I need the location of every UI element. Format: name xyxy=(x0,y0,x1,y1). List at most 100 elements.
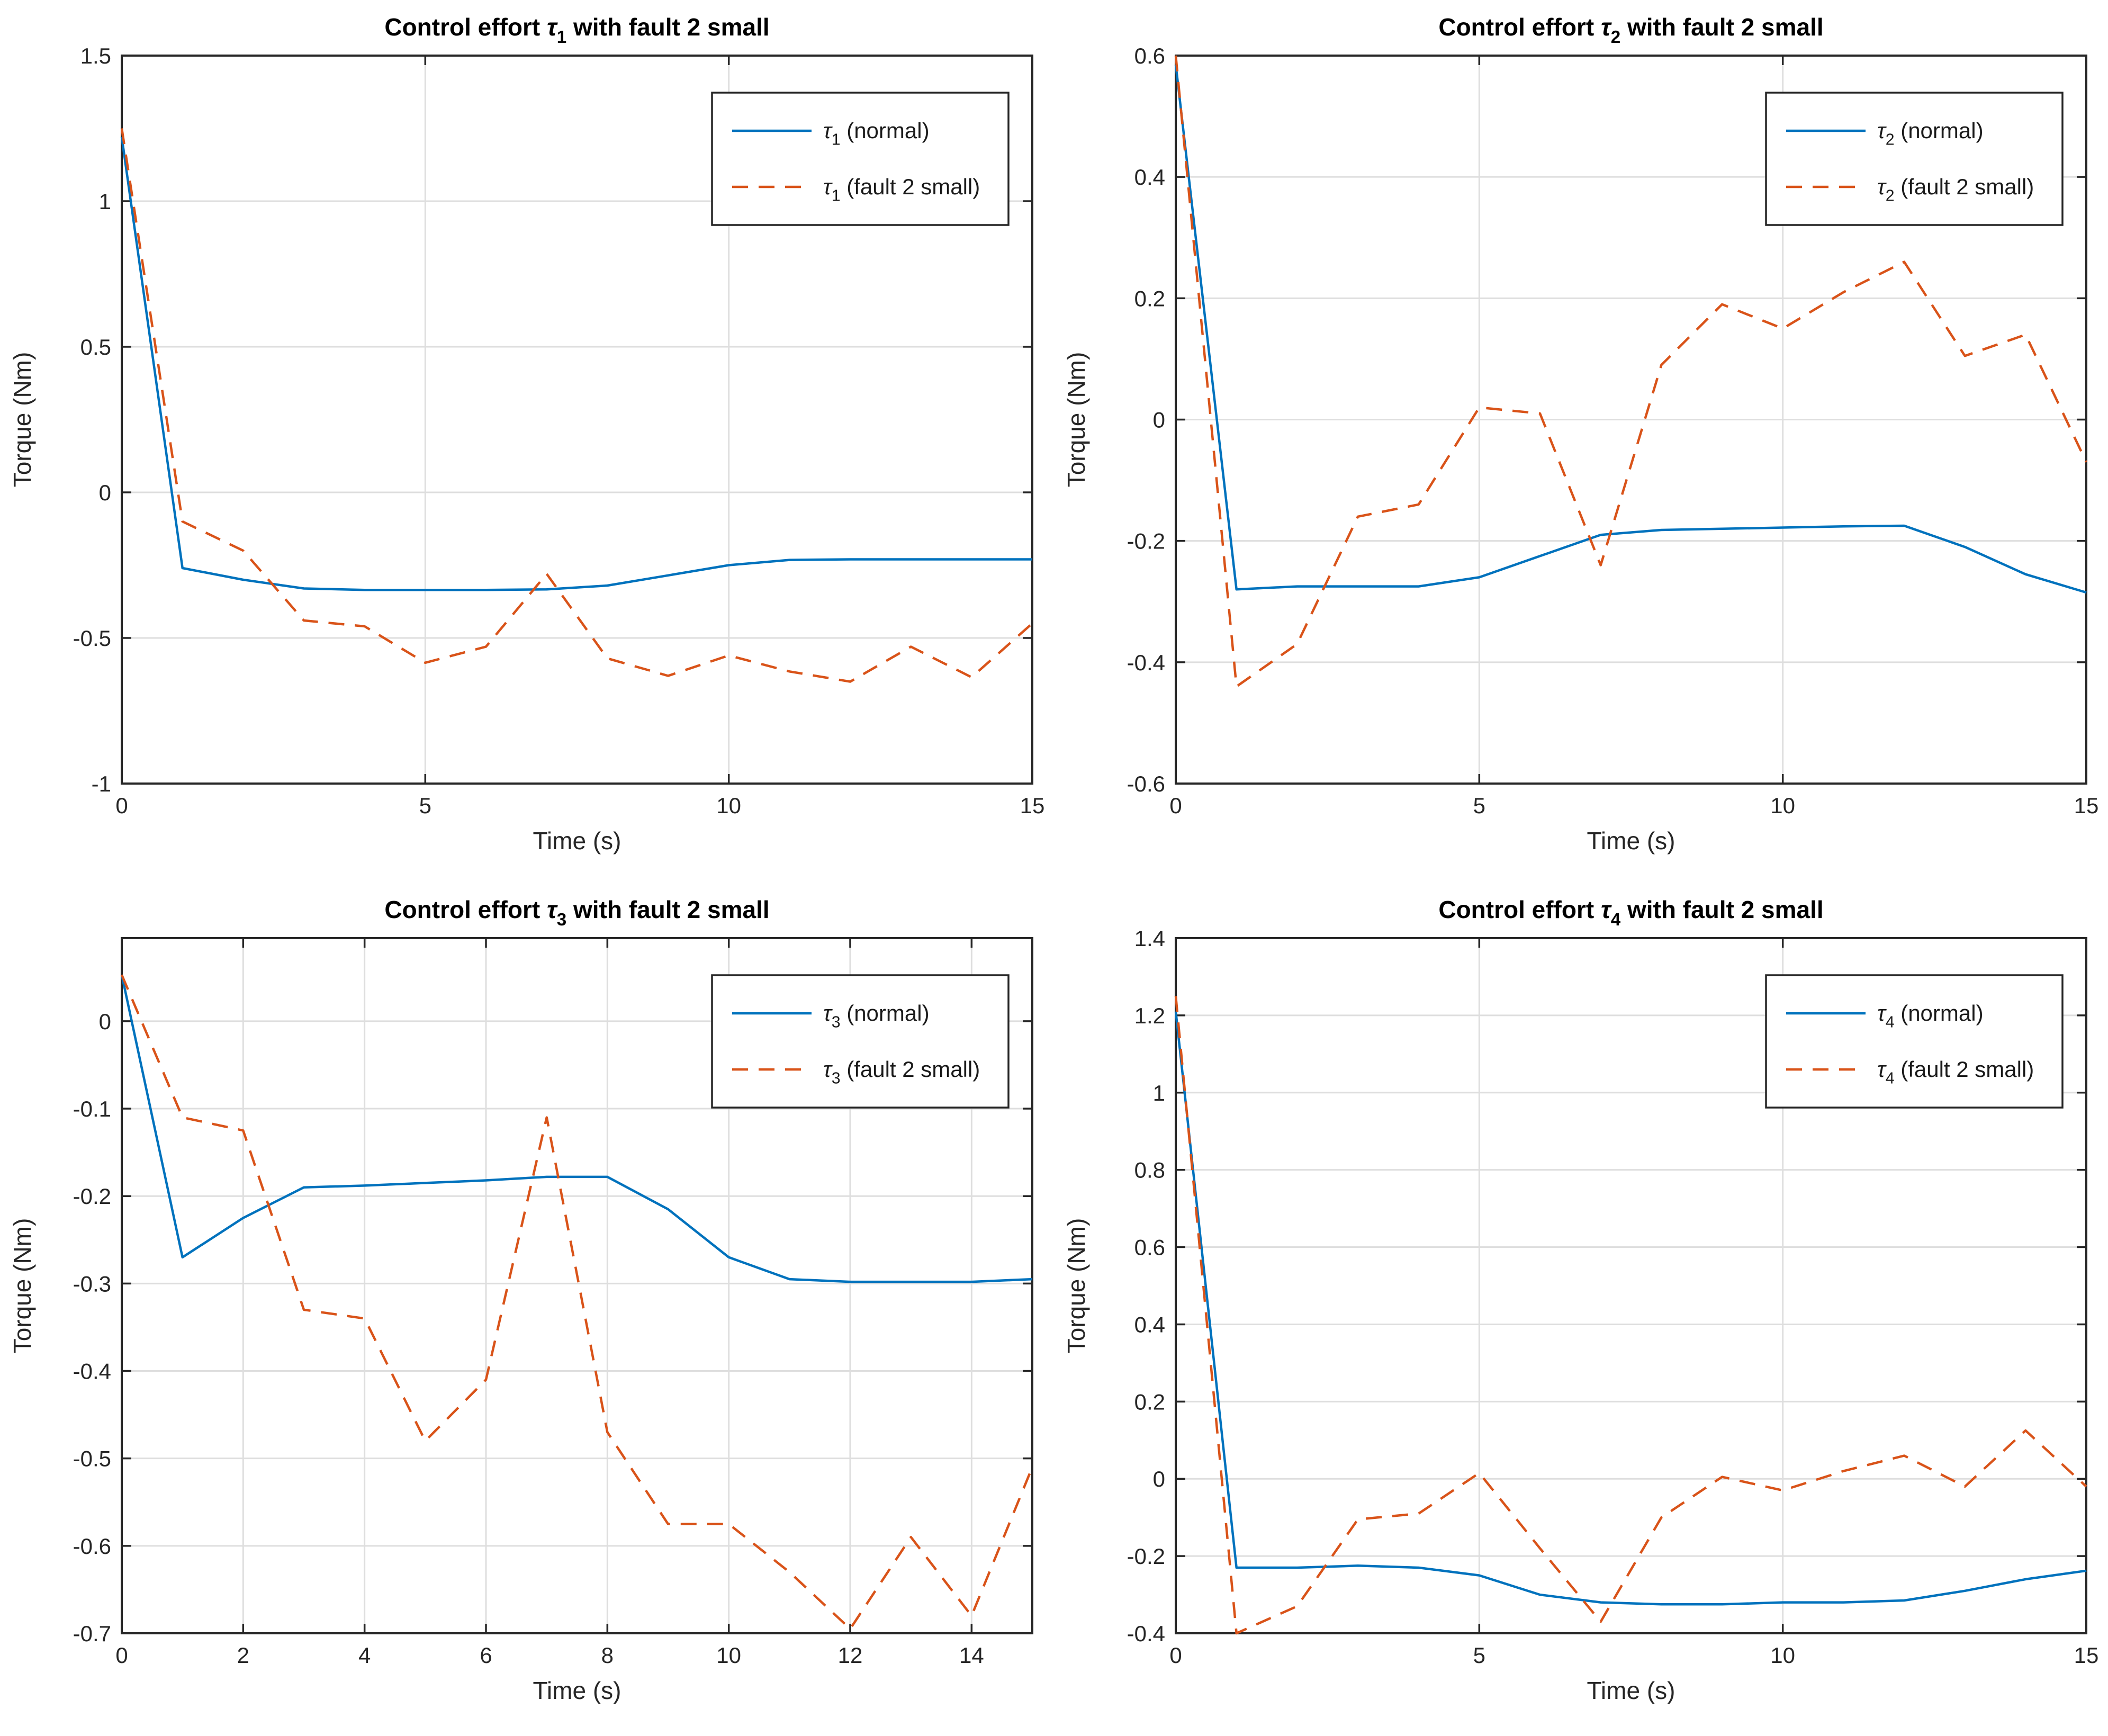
series-line-fault xyxy=(1174,55,2088,688)
svg-text:0.2: 0.2 xyxy=(1134,286,1165,311)
series-line-normal xyxy=(1174,64,2087,594)
svg-text:-0.1: -0.1 xyxy=(73,1096,111,1121)
svg-text:0: 0 xyxy=(1153,408,1165,433)
legend-entry-label: τ2 (fault 2 small) xyxy=(1877,174,2034,205)
series-line-normal xyxy=(120,974,1033,1283)
y-axis-label: Torque (Nm) xyxy=(1062,352,1090,488)
chart-title: Control effort τ4 with fault 2 small xyxy=(1438,896,1823,930)
svg-text:10: 10 xyxy=(716,1643,741,1668)
svg-text:-0.3: -0.3 xyxy=(73,1271,111,1296)
x-axis-label: Time (s) xyxy=(533,1677,621,1704)
legend: τ4 (normal) τ4 (fault 2 small) xyxy=(1765,974,2064,1109)
subplot-tau1: 0 5 10 15 -1 -0.5 0 0.5 1 1.5 Control effort τ1 wi… xyxy=(0,0,1054,868)
svg-text:10: 10 xyxy=(716,793,741,818)
svg-text:-0.5: -0.5 xyxy=(73,1446,111,1471)
legend-box xyxy=(711,92,1010,226)
svg-text:-1: -1 xyxy=(92,771,111,796)
legend-entry-label: τ3 (fault 2 small) xyxy=(823,1057,980,1087)
subplot-tau3: 0 2 4 6 8 10 12 14 -0.7 -0.6 -0.5 -0.4 -0.3 -0.2 -0.1 0… xyxy=(0,868,1054,1736)
y-axis-label: Torque (Nm) xyxy=(8,1218,36,1354)
svg-text:0.2: 0.2 xyxy=(1134,1389,1165,1414)
x-tick-labels: 0 2 4 6 8 10 12 14 xyxy=(115,1643,984,1668)
svg-text:12: 12 xyxy=(838,1643,863,1668)
x-axis-label: Time (s) xyxy=(1587,1677,1675,1704)
svg-text:10: 10 xyxy=(1770,1643,1795,1668)
series-line-fault xyxy=(1174,996,2087,1635)
svg-text:0: 0 xyxy=(115,1643,128,1668)
legend-entry-label: τ3 (normal) xyxy=(823,1001,930,1031)
series-line-fault xyxy=(120,974,1034,1630)
series-line-normal xyxy=(1174,1011,2087,1606)
tick-marks xyxy=(121,55,1033,785)
svg-text:0.6: 0.6 xyxy=(1134,43,1165,68)
legend-box xyxy=(1765,974,2064,1109)
svg-text:1.2: 1.2 xyxy=(1134,1003,1165,1028)
svg-text:-0.4: -0.4 xyxy=(1127,650,1165,675)
legend-entry-label: τ1 (normal) xyxy=(823,118,930,149)
legend-entry-label: τ4 (fault 2 small) xyxy=(1877,1057,2034,1087)
svg-text:-0.4: -0.4 xyxy=(73,1359,111,1384)
svg-text:14: 14 xyxy=(959,1643,984,1668)
legend-entry-label: τ2 (normal) xyxy=(1877,118,1984,149)
legend: τ2 (normal) τ2 (fault 2 small) xyxy=(1765,92,2064,226)
y-axis-label: Torque (Nm) xyxy=(1062,1218,1090,1354)
svg-text:-0.7: -0.7 xyxy=(73,1621,111,1646)
x-axis-label: Time (s) xyxy=(533,827,621,854)
svg-text:0: 0 xyxy=(1153,1467,1165,1491)
svg-text:-0.4: -0.4 xyxy=(1127,1621,1165,1646)
chart-canvas-tau2: 0 5 10 15 -0.6 -0.4 -0.2 0 0.2 0.4 0.6 Control effo… xyxy=(1062,13,2099,854)
svg-text:1.5: 1.5 xyxy=(80,43,111,68)
x-tick-labels: 0 5 10 15 xyxy=(1169,1643,2098,1668)
x-axis-label: Time (s) xyxy=(1587,827,1675,854)
svg-text:10: 10 xyxy=(1770,793,1795,818)
tick-marks xyxy=(1175,937,2087,1634)
svg-text:0.4: 0.4 xyxy=(1134,1312,1165,1337)
svg-text:0.6: 0.6 xyxy=(1134,1235,1165,1260)
svg-text:0: 0 xyxy=(1169,793,1182,818)
chart-canvas-tau1: 0 5 10 15 -1 -0.5 0 0.5 1 1.5 Control effort τ1 wi… xyxy=(8,13,1044,854)
svg-text:6: 6 xyxy=(480,1643,492,1668)
y-tick-labels: -0.6 -0.4 -0.2 0 0.2 0.4 0.6 xyxy=(1127,43,1165,796)
svg-text:-0.2: -0.2 xyxy=(73,1184,111,1209)
svg-text:15: 15 xyxy=(2074,1643,2099,1668)
svg-text:-0.2: -0.2 xyxy=(1127,529,1165,554)
y-tick-labels: -1 -0.5 0 0.5 1 1.5 xyxy=(73,43,111,796)
svg-text:0.5: 0.5 xyxy=(80,335,111,359)
svg-text:1: 1 xyxy=(1153,1081,1165,1105)
svg-text:0: 0 xyxy=(115,793,128,818)
svg-text:15: 15 xyxy=(1020,793,1045,818)
svg-text:15: 15 xyxy=(2074,793,2099,818)
y-tick-labels: -0.4 -0.2 0 0.2 0.4 0.6 0.8 1 1.2 1.4 xyxy=(1127,926,1165,1646)
svg-text:1.4: 1.4 xyxy=(1134,926,1165,951)
svg-text:8: 8 xyxy=(601,1643,614,1668)
series-line-fault xyxy=(120,128,1033,683)
svg-text:0: 0 xyxy=(1169,1643,1182,1668)
legend-box xyxy=(711,974,1010,1109)
svg-text:-0.6: -0.6 xyxy=(73,1534,111,1559)
tick-marks xyxy=(121,938,1032,1634)
legend-box xyxy=(1765,92,2064,226)
svg-text:5: 5 xyxy=(1473,793,1485,818)
svg-text:-0.2: -0.2 xyxy=(1127,1544,1165,1569)
axes-box xyxy=(121,937,1033,1634)
svg-text:-0.6: -0.6 xyxy=(1127,771,1165,796)
svg-text:4: 4 xyxy=(358,1643,371,1668)
chart-canvas-tau3: 0 2 4 6 8 10 12 14 -0.7 -0.6 -0.5 -0.4 -0.3 -0.2 -0.1 0… xyxy=(8,896,1034,1704)
axes-box xyxy=(121,55,1033,785)
legend: τ1 (normal) τ1 (fault 2 small) xyxy=(711,92,1010,226)
svg-text:0.8: 0.8 xyxy=(1134,1158,1165,1183)
x-tick-labels: 0 5 10 15 xyxy=(115,793,1044,818)
chart-title: Control effort τ3 with fault 2 small xyxy=(384,896,769,930)
chart-title: Control effort τ1 with fault 2 small xyxy=(384,13,769,47)
axes-box xyxy=(1175,937,2087,1634)
svg-text:0.4: 0.4 xyxy=(1134,165,1165,190)
legend-entry-label: τ4 (normal) xyxy=(1877,1001,1984,1031)
subplot-tau2: 0 5 10 15 -0.6 -0.4 -0.2 0 0.2 0.4 0.6 Control effo… xyxy=(1054,0,2108,868)
subplot-tau4: 0 5 10 15 -0.4 -0.2 0 0.2 0.4 0.6 0.8 1 1.2 1.4 Contro… xyxy=(1054,868,2108,1736)
y-axis-label: Torque (Nm) xyxy=(8,352,36,488)
svg-text:2: 2 xyxy=(237,1643,249,1668)
legend: τ3 (normal) τ3 (fault 2 small) xyxy=(711,974,1010,1109)
svg-text:5: 5 xyxy=(1473,1643,1485,1668)
chart-title: Control effort τ2 with fault 2 small xyxy=(1438,13,1823,47)
chart-canvas-tau4: 0 5 10 15 -0.4 -0.2 0 0.2 0.4 0.6 0.8 1 1.2 1.4 Contro… xyxy=(1062,896,2098,1704)
